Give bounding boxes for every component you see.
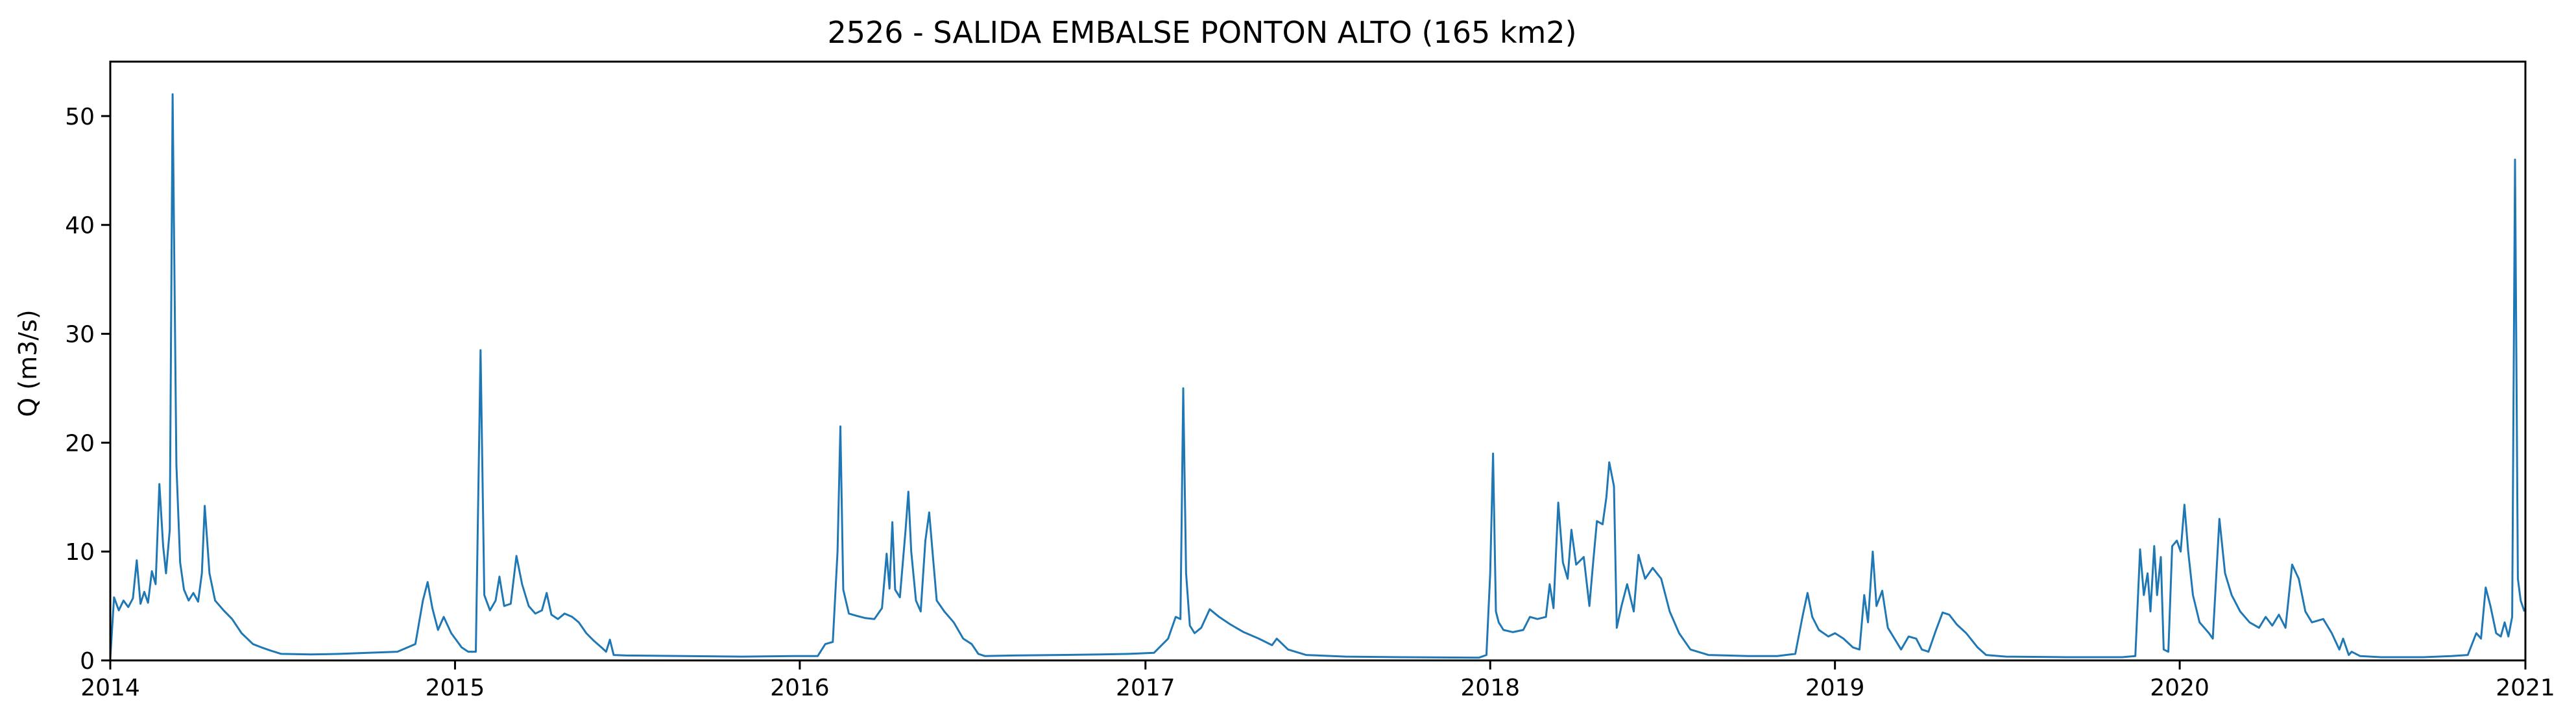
chart-title: 2526 - SALIDA EMBALSE PONTON ALTO (165 k… (827, 15, 1576, 50)
y-tick-label: 0 (80, 648, 95, 675)
plot-area-frame (109, 60, 2527, 662)
x-tick-label: 2015 (426, 675, 485, 701)
x-tick-label: 2014 (80, 675, 140, 701)
y-axis-label: Q (m3/s) (14, 309, 42, 416)
y-tick-label: 10 (65, 539, 95, 566)
x-tick-label: 2019 (1805, 675, 1865, 701)
y-tick-label: 20 (65, 430, 95, 457)
x-tick-label: 2017 (1116, 675, 1175, 701)
x-tick-label: 2018 (1460, 675, 1520, 701)
y-axis-ticks: 0 10 20 30 40 50 (65, 104, 110, 675)
y-tick-label: 30 (65, 322, 95, 348)
x-tick-label: 2021 (2496, 675, 2555, 701)
x-tick-label: 2020 (2150, 675, 2209, 701)
x-tick-label: 2016 (770, 675, 830, 701)
y-tick-label: 50 (65, 104, 95, 130)
flow-series-line (109, 93, 2525, 659)
y-tick-label: 40 (65, 213, 95, 239)
x-axis-ticks: 2014 2015 2016 2017 2018 2019 2020 2021 (80, 660, 2555, 701)
